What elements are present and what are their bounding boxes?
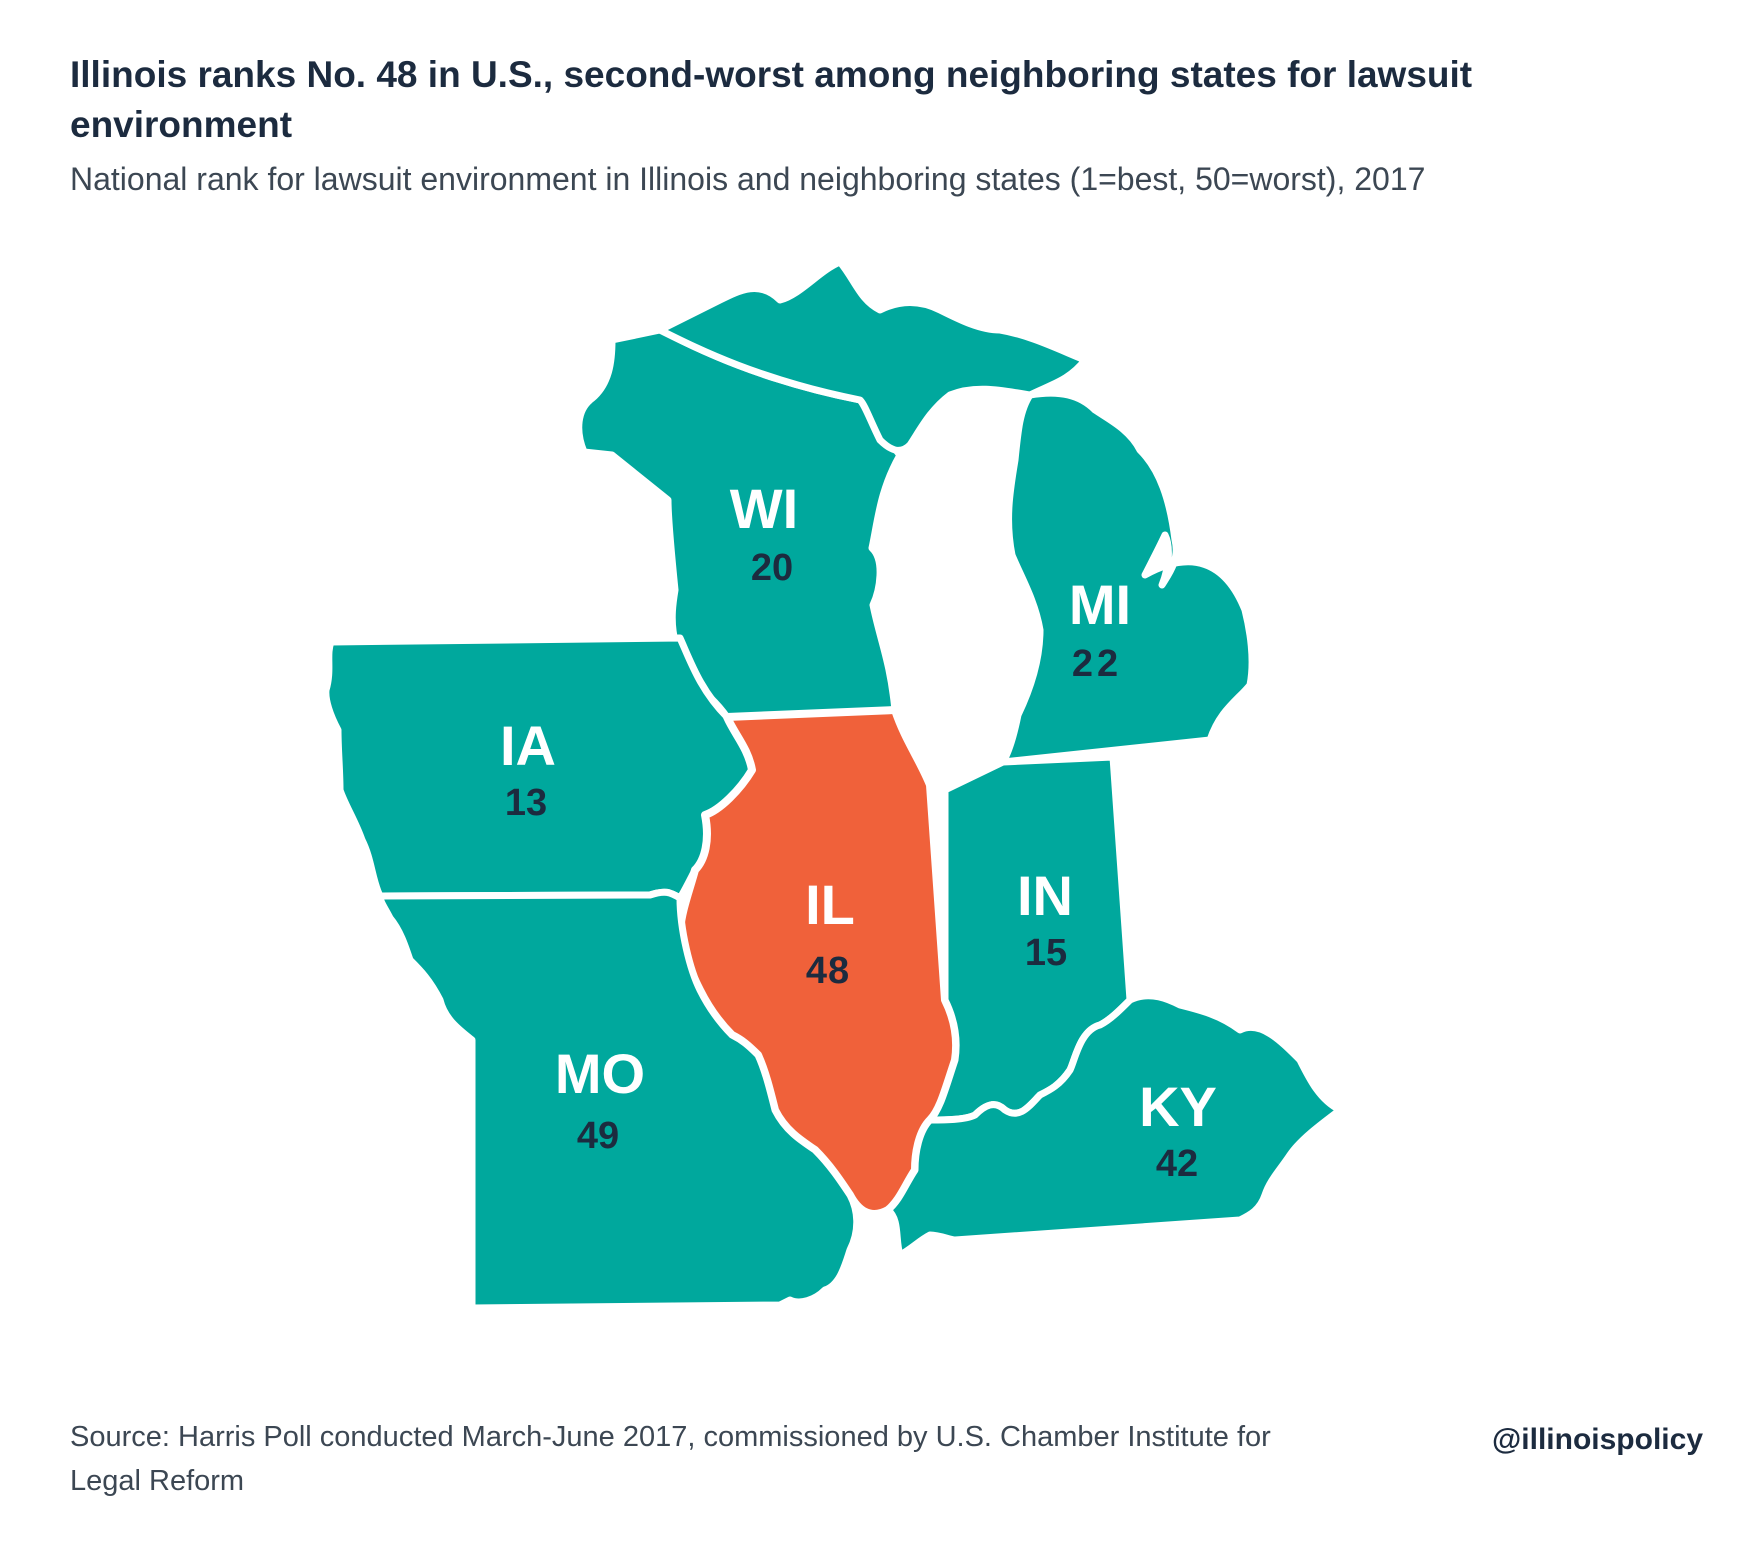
chart-subtitle: National rank for lawsuit environment in… — [70, 161, 1426, 197]
source-note: Source: Harris Poll conducted March-June… — [70, 1421, 1271, 1497]
state-rank-mi: 22 — [1072, 643, 1122, 685]
state-labels: WI 20 MI 22 IA 13 IL 48 IN 15 MO 49 KY 4… — [500, 477, 1217, 1185]
state-label-wi: WI — [730, 477, 798, 540]
chart-title: Illinois ranks No. 48 in U.S., second-wo… — [70, 54, 1473, 145]
state-rank-il: 48 — [806, 950, 850, 992]
state-label-mi: MI — [1069, 573, 1131, 636]
state-label-in: IN — [1017, 864, 1073, 927]
state-label-il: IL — [805, 873, 855, 936]
state-label-ia: IA — [500, 714, 556, 777]
state-rank-ky: 42 — [1156, 1143, 1198, 1185]
state-label-ky: KY — [1139, 1075, 1217, 1138]
state-ky-shape — [884, 992, 1344, 1259]
state-mi-shape — [999, 389, 1256, 766]
state-rank-ia: 13 — [505, 782, 547, 824]
state-rank-mo: 49 — [577, 1115, 619, 1157]
state-mo-shape — [376, 888, 861, 1312]
state-label-mo: MO — [555, 1042, 645, 1105]
state-rank-in: 15 — [1025, 932, 1067, 974]
state-mi-up-shape — [656, 258, 1089, 454]
social-handle: @illinoispolicy — [1492, 1423, 1703, 1456]
state-rank-wi: 20 — [751, 547, 793, 589]
